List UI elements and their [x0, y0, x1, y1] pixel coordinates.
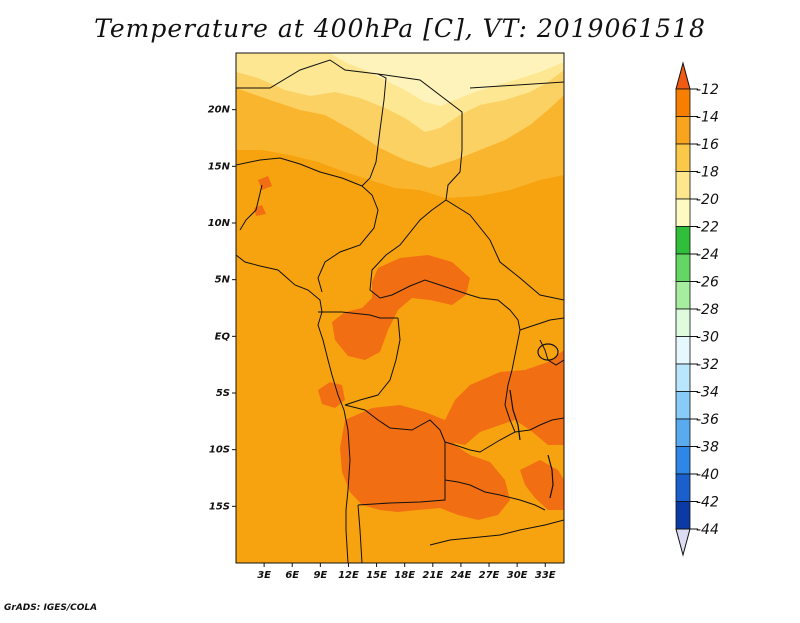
colorbar-label: -24	[696, 247, 719, 263]
colorbar-label: -34	[696, 385, 719, 401]
border-3	[469, 81, 564, 89]
colorbar-segment	[675, 143, 691, 172]
lake-tanganyika	[509, 389, 521, 441]
colorbar-segment	[675, 116, 691, 145]
colorbar-label: -38	[696, 440, 719, 456]
patch-east	[445, 350, 564, 445]
x-tick-label: 3E	[257, 570, 271, 581]
colorbar-top-arrow	[675, 61, 691, 90]
x-tick-label: 24E	[451, 570, 472, 581]
colorbar-label: -44	[696, 522, 719, 538]
colorbar-label: -30	[696, 330, 719, 346]
border-11	[344, 317, 401, 406]
border-18	[504, 329, 521, 433]
x-tick-label: 30E	[507, 570, 528, 581]
border-1	[236, 59, 387, 187]
border-15	[444, 479, 546, 511]
country-borders	[236, 59, 564, 563]
x-tick-label: 21E	[422, 570, 443, 581]
border-10	[318, 311, 398, 319]
colorbar-segment	[675, 473, 691, 502]
colorbar-segment	[675, 88, 691, 117]
colorbar-label: -14	[696, 110, 719, 126]
y-tick-label: 15N	[208, 161, 231, 172]
colorbar-segment	[675, 418, 691, 447]
y-tick-label: 10S	[209, 445, 230, 456]
border-17	[429, 519, 564, 546]
colorbar: -12 -14 -16 -18 -20 -22 -24 -26 -28 -30 -32 -34 -36 -…	[675, 61, 719, 557]
x-tick-label: 18E	[394, 570, 415, 581]
border-16	[357, 504, 363, 563]
colorbar-segment	[675, 253, 691, 282]
border-7	[369, 199, 471, 299]
coastline-west-africa	[236, 254, 351, 563]
x-tick-label: 15E	[366, 570, 387, 581]
x-tick-label: 27E	[479, 570, 500, 581]
border-2	[377, 73, 463, 201]
map-frame	[235, 52, 565, 564]
colorbar-label: -40	[696, 467, 719, 483]
colorbar-label: -42	[696, 495, 719, 511]
patch-southeast	[520, 460, 564, 510]
colorbar-label: -36	[696, 412, 719, 428]
colorbar-segment	[675, 336, 691, 365]
lake-victoria	[537, 343, 559, 361]
y-tick-label: 5N	[215, 275, 231, 286]
colorbar-label: -28	[696, 302, 719, 318]
border-19	[519, 317, 564, 331]
colorbar-segment	[675, 363, 691, 392]
colorbar-segment	[675, 308, 691, 337]
colorbar-label: -22	[696, 220, 719, 236]
colorbar-label: -18	[696, 165, 719, 181]
colorbar-label: -32	[696, 357, 719, 373]
y-tick-label: 20N	[208, 105, 231, 116]
colorbar-label: -16	[696, 137, 719, 153]
patch-south	[340, 405, 510, 520]
y-tick-label: 15S	[209, 501, 230, 512]
colorbar-label: -12	[696, 82, 719, 98]
colorbar-label: -26	[696, 275, 719, 291]
colorbar-segment	[675, 281, 691, 310]
border-13	[444, 417, 564, 453]
y-tick-label: 5S	[216, 388, 230, 399]
field-band-north-4	[330, 53, 564, 106]
x-tick-label: 6E	[285, 570, 299, 581]
temperature-field	[236, 53, 564, 563]
chart-title: Temperature at 400hPa [C], VT: 201906151…	[94, 14, 706, 43]
border-12	[344, 404, 446, 443]
lakes	[509, 343, 559, 499]
colorbar-segment	[675, 501, 691, 530]
border-8	[445, 199, 564, 301]
lake-malawi	[547, 454, 554, 499]
field-warm-patches	[254, 176, 564, 520]
patch-central	[332, 255, 470, 360]
colorbar-segment	[675, 226, 691, 255]
y-tick-label: EQ	[215, 331, 231, 342]
colorbar-segment	[675, 446, 691, 475]
colorbar-segment	[675, 198, 691, 227]
x-tick-label: 9E	[313, 570, 327, 581]
colorbar-label: -20	[696, 192, 719, 208]
x-tick-label: 33E	[535, 570, 556, 581]
border-5	[239, 184, 263, 231]
border-6	[317, 185, 379, 293]
y-tick-label: 10N	[208, 218, 231, 229]
border-4	[236, 157, 363, 187]
colorbar-segment	[675, 391, 691, 420]
border-14	[357, 442, 446, 506]
x-axis: 3E 6E 9E 12E 15E 18E 21E 24E 27E 30E 33E	[257, 563, 556, 581]
grads-credit: GrADS: IGES/COLA	[4, 603, 98, 613]
y-axis: 20N 15N 10N 5N EQ 5S 10S 15S	[208, 105, 236, 512]
colorbar-bottom-arrow	[675, 528, 691, 557]
border-9	[469, 294, 521, 331]
colorbar-segment	[675, 171, 691, 200]
x-tick-label: 12E	[338, 570, 359, 581]
patch-west-coast	[318, 382, 345, 408]
